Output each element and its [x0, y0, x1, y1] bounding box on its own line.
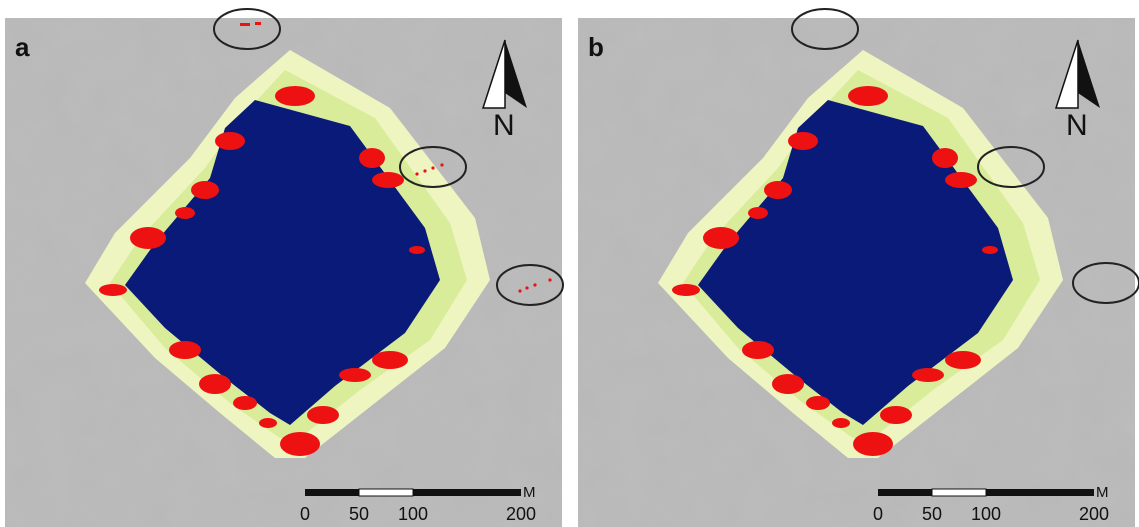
scale-tick: 100 [398, 504, 428, 524]
scale-tick: 100 [971, 504, 1001, 524]
scale-tick: 50 [922, 504, 942, 524]
map-image [5, 18, 562, 527]
scale-unit: M [1096, 484, 1109, 501]
north-label: N [1066, 109, 1088, 142]
panel-a: a N 0 50 100 200 M [5, 9, 563, 527]
scale-tick: 200 [506, 504, 536, 524]
north-label: N [493, 109, 515, 142]
scale-tick: 200 [1079, 504, 1109, 524]
panel-label: b [588, 32, 604, 62]
scale-tick: 50 [349, 504, 369, 524]
scale-tick: 0 [300, 504, 310, 524]
panel-b: b N 0 50 100 200 M [578, 9, 1139, 527]
scale-unit: M [523, 484, 536, 501]
map-image [578, 18, 1135, 527]
figure: a N 0 50 100 200 M b N 0 50 100 200 M [0, 0, 1139, 527]
scale-tick: 0 [873, 504, 883, 524]
panel-label: a [15, 32, 30, 62]
